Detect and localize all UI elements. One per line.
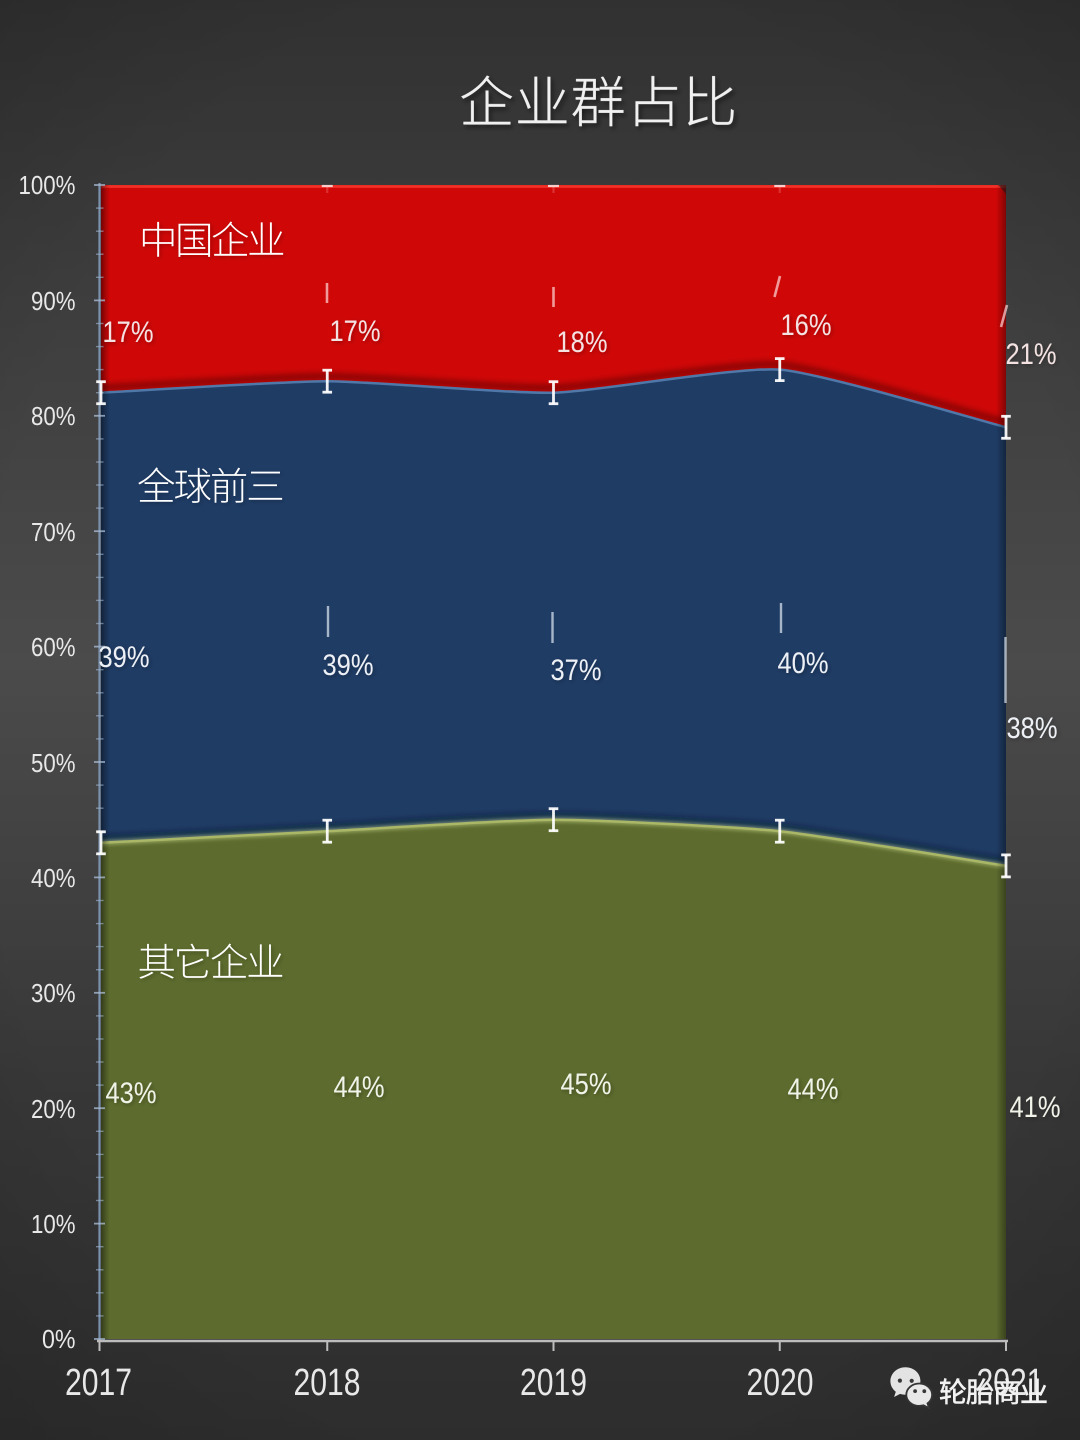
svg-text:20%: 20%	[31, 1094, 76, 1124]
svg-text:2020: 2020	[747, 1362, 814, 1404]
svg-text:0%: 0%	[42, 1324, 76, 1354]
svg-text:43%: 43%	[106, 1077, 157, 1110]
svg-text:40%: 40%	[31, 863, 76, 893]
svg-text:17%: 17%	[103, 316, 154, 349]
svg-text:2019: 2019	[520, 1362, 587, 1404]
svg-text:39%: 39%	[99, 641, 150, 674]
svg-text:41%: 41%	[1010, 1091, 1061, 1124]
svg-text:100%: 100%	[19, 170, 76, 200]
svg-text:39%: 39%	[323, 649, 374, 682]
svg-text:45%: 45%	[561, 1068, 612, 1101]
svg-text:18%: 18%	[557, 326, 608, 359]
svg-text:40%: 40%	[778, 647, 829, 680]
svg-text:80%: 80%	[31, 401, 76, 431]
svg-text:44%: 44%	[334, 1071, 385, 1104]
svg-text:10%: 10%	[31, 1209, 76, 1239]
svg-text:2017: 2017	[65, 1362, 132, 1404]
svg-text:50%: 50%	[31, 748, 76, 778]
svg-text:30%: 30%	[31, 978, 76, 1008]
svg-text:2018: 2018	[294, 1362, 361, 1404]
svg-text:37%: 37%	[551, 654, 602, 687]
svg-text:60%: 60%	[31, 632, 76, 662]
svg-text:21%: 21%	[1006, 338, 1057, 371]
svg-text:90%: 90%	[31, 286, 76, 316]
svg-text:17%: 17%	[330, 315, 381, 348]
svg-text:38%: 38%	[1007, 712, 1058, 745]
svg-text:16%: 16%	[781, 309, 832, 342]
svg-text:70%: 70%	[31, 517, 76, 547]
svg-text:44%: 44%	[788, 1073, 839, 1106]
